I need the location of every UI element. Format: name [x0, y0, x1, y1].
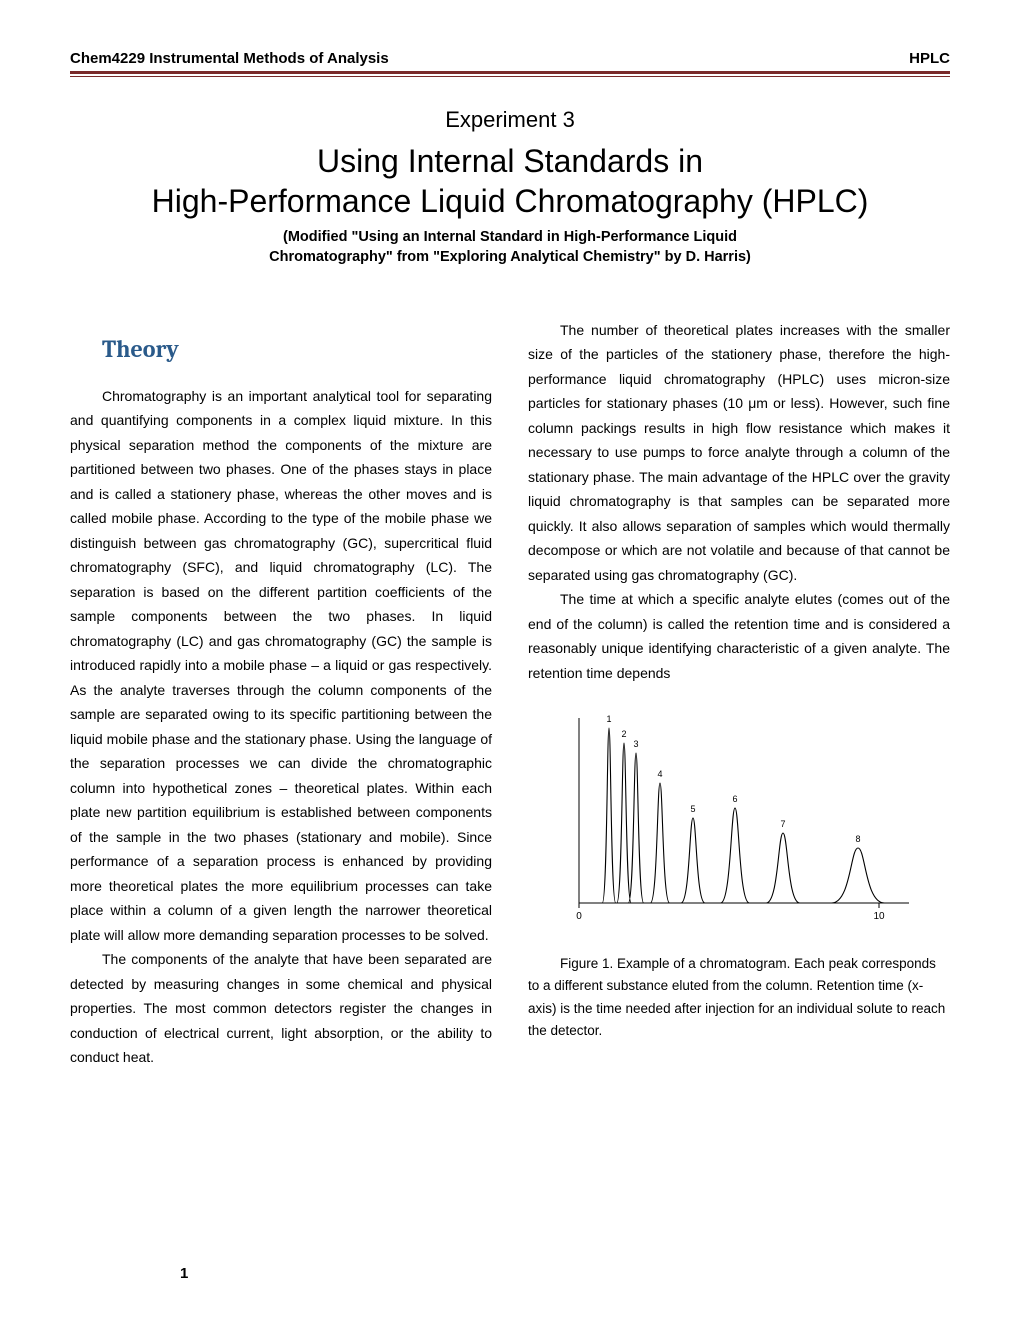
paragraph-4: The time at which a specific analyte elu… — [528, 587, 950, 685]
svg-text:1: 1 — [606, 714, 611, 724]
svg-text:6: 6 — [732, 794, 737, 804]
svg-text:10: 10 — [873, 911, 885, 922]
title-line-1: Using Internal Standards in — [317, 143, 703, 179]
paragraph-1: Chromatography is an important analytica… — [70, 384, 492, 948]
experiment-number: Experiment 3 — [70, 107, 950, 133]
title-line-2: High-Performance Liquid Chromatography (… — [152, 183, 869, 219]
figure-1: 0 10 123 4 5 6 7 8 Figure 1. Example of a chro… — [528, 703, 950, 1042]
header-left: Chem4229 Instrumental Methods of Analysi… — [70, 50, 389, 67]
subtitle: (Modified "Using an Internal Standard in… — [70, 227, 950, 268]
svg-text:2: 2 — [621, 729, 626, 739]
svg-text:0: 0 — [576, 911, 582, 922]
body-columns: Theory Chromatography is an important an… — [70, 318, 950, 1070]
figure-caption: Figure 1. Example of a chromatogram. Eac… — [528, 953, 950, 1042]
svg-text:5: 5 — [690, 804, 695, 814]
paragraph-2: The components of the analyte that have … — [70, 947, 492, 1070]
header-right: HPLC — [909, 50, 950, 67]
svg-text:7: 7 — [780, 819, 785, 829]
subtitle-line-1: (Modified "Using an Internal Standard in… — [283, 229, 737, 245]
header-rule — [70, 71, 950, 77]
svg-text:4: 4 — [657, 769, 662, 779]
subtitle-line-2: Chromatography" from "Exploring Analytic… — [269, 249, 751, 265]
page-number: 1 — [180, 1265, 188, 1282]
chromatogram-chart: 0 10 123 4 5 6 7 8 — [554, 703, 924, 943]
svg-text:3: 3 — [633, 739, 638, 749]
page-header: Chem4229 Instrumental Methods of Analysi… — [70, 50, 950, 71]
paragraph-3: The number of theoretical plates increas… — [528, 318, 950, 588]
section-heading: Theory — [102, 328, 492, 370]
main-title: Using Internal Standards in High-Perform… — [70, 141, 950, 221]
svg-text:8: 8 — [855, 834, 860, 844]
